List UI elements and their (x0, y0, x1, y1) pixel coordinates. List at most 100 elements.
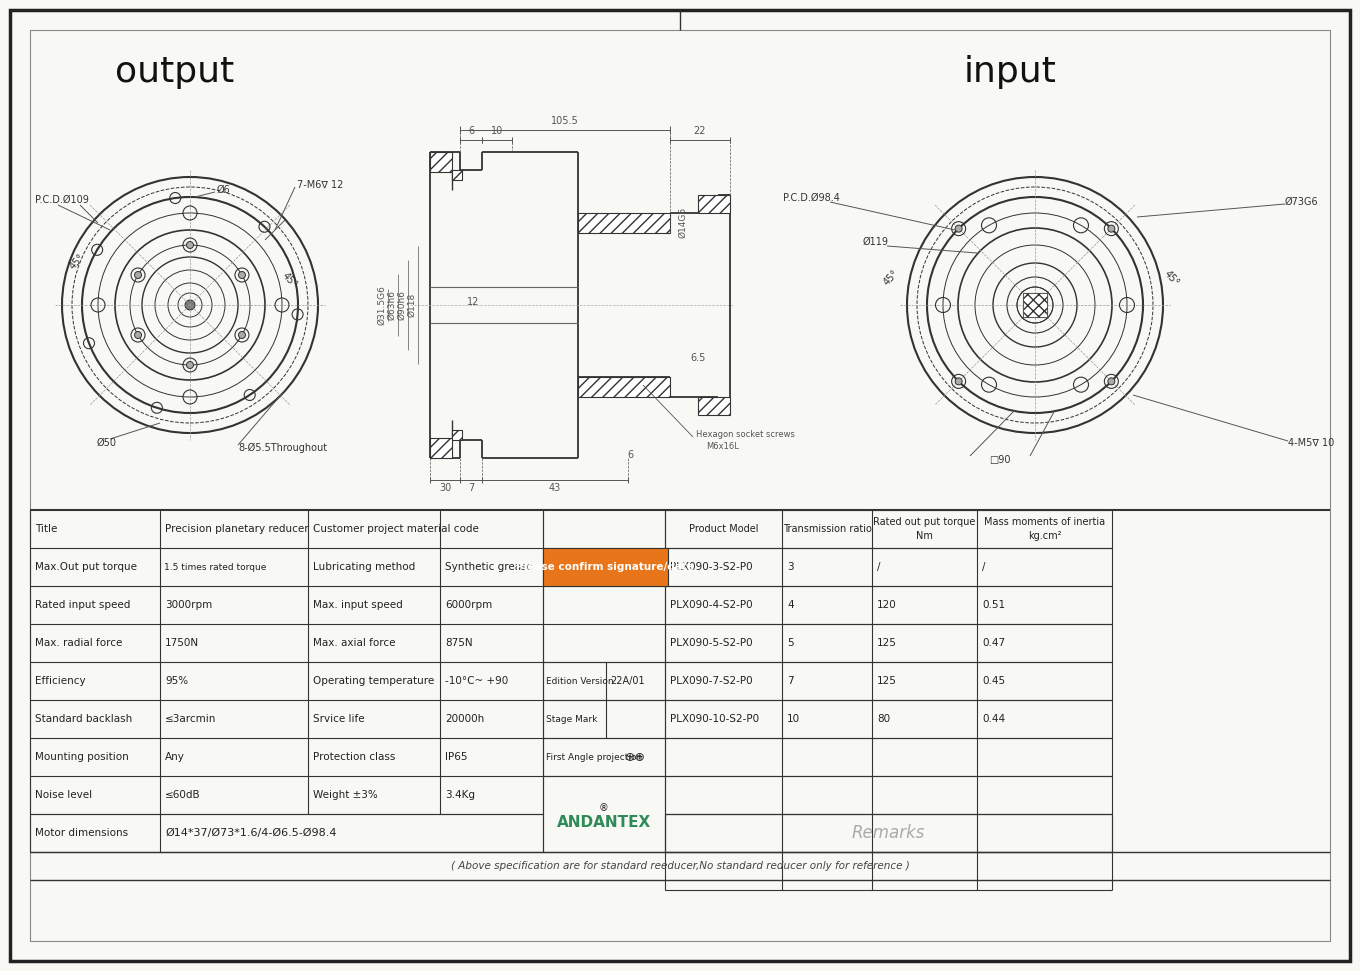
Text: ≤3arcmin: ≤3arcmin (165, 714, 216, 724)
Text: input: input (964, 55, 1057, 89)
Text: ( Above specification are for standard reeducer,No standard reducer only for ref: ( Above specification are for standard r… (450, 861, 910, 871)
Text: M6x16L: M6x16L (706, 442, 738, 451)
Bar (578, 377, 670, 397)
Circle shape (955, 378, 962, 385)
Text: Ø63h6: Ø63h6 (388, 290, 396, 320)
Text: Efficiency: Efficiency (35, 676, 86, 686)
Text: Operating temperature: Operating temperature (313, 676, 434, 686)
Text: /: / (982, 562, 986, 572)
Text: 12: 12 (466, 297, 479, 307)
Text: 8-Ø5.5Throughout: 8-Ø5.5Throughout (238, 443, 328, 453)
Text: Precision planetary reducer: Precision planetary reducer (165, 524, 309, 534)
Bar (698, 195, 730, 213)
Bar (698, 397, 730, 415)
Text: 1750N: 1750N (165, 638, 199, 648)
Text: 120: 120 (877, 600, 896, 610)
Text: First Angle projection: First Angle projection (545, 753, 642, 761)
Text: PLX090-10-S2-P0: PLX090-10-S2-P0 (670, 714, 759, 724)
Text: P.C.D.Ø109: P.C.D.Ø109 (35, 195, 88, 205)
Text: 10: 10 (491, 126, 503, 136)
Text: 125: 125 (877, 676, 896, 686)
Text: 6: 6 (468, 126, 475, 136)
Text: 0.45: 0.45 (982, 676, 1005, 686)
Text: Weight ±3%: Weight ±3% (313, 790, 378, 800)
Circle shape (186, 242, 193, 249)
Circle shape (135, 272, 141, 279)
Text: Remarks: Remarks (851, 824, 925, 842)
Text: 875N: 875N (445, 638, 473, 648)
Text: Stage Mark: Stage Mark (545, 715, 597, 723)
Text: Mass moments of inertia: Mass moments of inertia (983, 517, 1106, 527)
Circle shape (135, 331, 141, 339)
Circle shape (238, 331, 245, 339)
Text: Max.Out put torque: Max.Out put torque (35, 562, 137, 572)
Text: Max. axial force: Max. axial force (313, 638, 396, 648)
Text: Ø14*37/Ø73*1.6/4-Ø6.5-Ø98.4: Ø14*37/Ø73*1.6/4-Ø6.5-Ø98.4 (165, 828, 336, 838)
Text: Title: Title (35, 524, 57, 534)
Text: Motor dimensions: Motor dimensions (35, 828, 128, 838)
Text: Product Model: Product Model (688, 524, 759, 534)
Text: Ø50: Ø50 (97, 438, 117, 448)
Text: Ø119: Ø119 (864, 237, 889, 247)
Circle shape (1108, 225, 1115, 232)
Bar (430, 152, 452, 172)
Text: PLX090-7-S2-P0: PLX090-7-S2-P0 (670, 676, 752, 686)
Text: ≤60dB: ≤60dB (165, 790, 201, 800)
Text: 3: 3 (787, 562, 794, 572)
Text: 20000h: 20000h (445, 714, 484, 724)
Text: output: output (116, 55, 235, 89)
Text: Lubricating method: Lubricating method (313, 562, 415, 572)
Text: ANDANTEX: ANDANTEX (556, 815, 651, 829)
Text: Please confirm signature/date: Please confirm signature/date (517, 562, 695, 572)
Text: 4: 4 (787, 600, 794, 610)
Text: 45°: 45° (68, 252, 87, 272)
Text: 0.51: 0.51 (982, 600, 1005, 610)
Text: /: / (877, 562, 880, 572)
Text: 22: 22 (694, 126, 706, 136)
Bar (543, 548, 668, 586)
Text: Ø118: Ø118 (407, 293, 416, 318)
Text: Protection class: Protection class (313, 752, 396, 762)
Text: 45°: 45° (280, 270, 299, 289)
Text: 105.5: 105.5 (551, 116, 579, 126)
Text: Edition Version: Edition Version (545, 677, 613, 686)
Text: 6000rpm: 6000rpm (445, 600, 492, 610)
Text: ®: ® (600, 803, 609, 813)
Text: Standard backlash: Standard backlash (35, 714, 132, 724)
Text: 6: 6 (627, 450, 632, 460)
Text: Ø31.5G6: Ø31.5G6 (377, 285, 386, 325)
Text: 43: 43 (549, 483, 562, 493)
Text: Nm: Nm (917, 531, 933, 541)
Text: □90: □90 (989, 455, 1010, 465)
Text: 7: 7 (787, 676, 794, 686)
Text: Ø90h6: Ø90h6 (397, 290, 407, 320)
Text: 6.5: 6.5 (690, 353, 706, 363)
Circle shape (186, 361, 193, 369)
Text: Ø73G6: Ø73G6 (1285, 197, 1319, 207)
Text: 7-M6∇ 12: 7-M6∇ 12 (296, 180, 343, 190)
Bar (452, 170, 462, 180)
Text: Any: Any (165, 752, 185, 762)
Text: PLX090-3-S2-P0: PLX090-3-S2-P0 (670, 562, 752, 572)
Text: kg.cm²: kg.cm² (1028, 531, 1061, 541)
Text: 3.4Kg: 3.4Kg (445, 790, 475, 800)
Text: Ø14G6: Ø14G6 (679, 207, 688, 238)
Bar (452, 430, 462, 440)
Text: Transmission ratio: Transmission ratio (782, 524, 872, 534)
Text: 125: 125 (877, 638, 896, 648)
Text: 45°: 45° (883, 268, 900, 287)
Text: 45°: 45° (1161, 268, 1180, 287)
Text: 30: 30 (439, 483, 452, 493)
Text: Max. input speed: Max. input speed (313, 600, 403, 610)
Text: 5: 5 (787, 638, 794, 648)
Text: Synthetic grease: Synthetic grease (445, 562, 533, 572)
Text: Max. radial force: Max. radial force (35, 638, 122, 648)
Text: 10: 10 (787, 714, 800, 724)
Bar (430, 438, 452, 458)
Text: ⊕⊕: ⊕⊕ (626, 751, 646, 763)
Text: 80: 80 (877, 714, 891, 724)
Text: Rated input speed: Rated input speed (35, 600, 131, 610)
Text: 3000rpm: 3000rpm (165, 600, 212, 610)
Text: P.C.D.Ø98.4: P.C.D.Ø98.4 (783, 193, 840, 203)
Circle shape (238, 272, 245, 279)
